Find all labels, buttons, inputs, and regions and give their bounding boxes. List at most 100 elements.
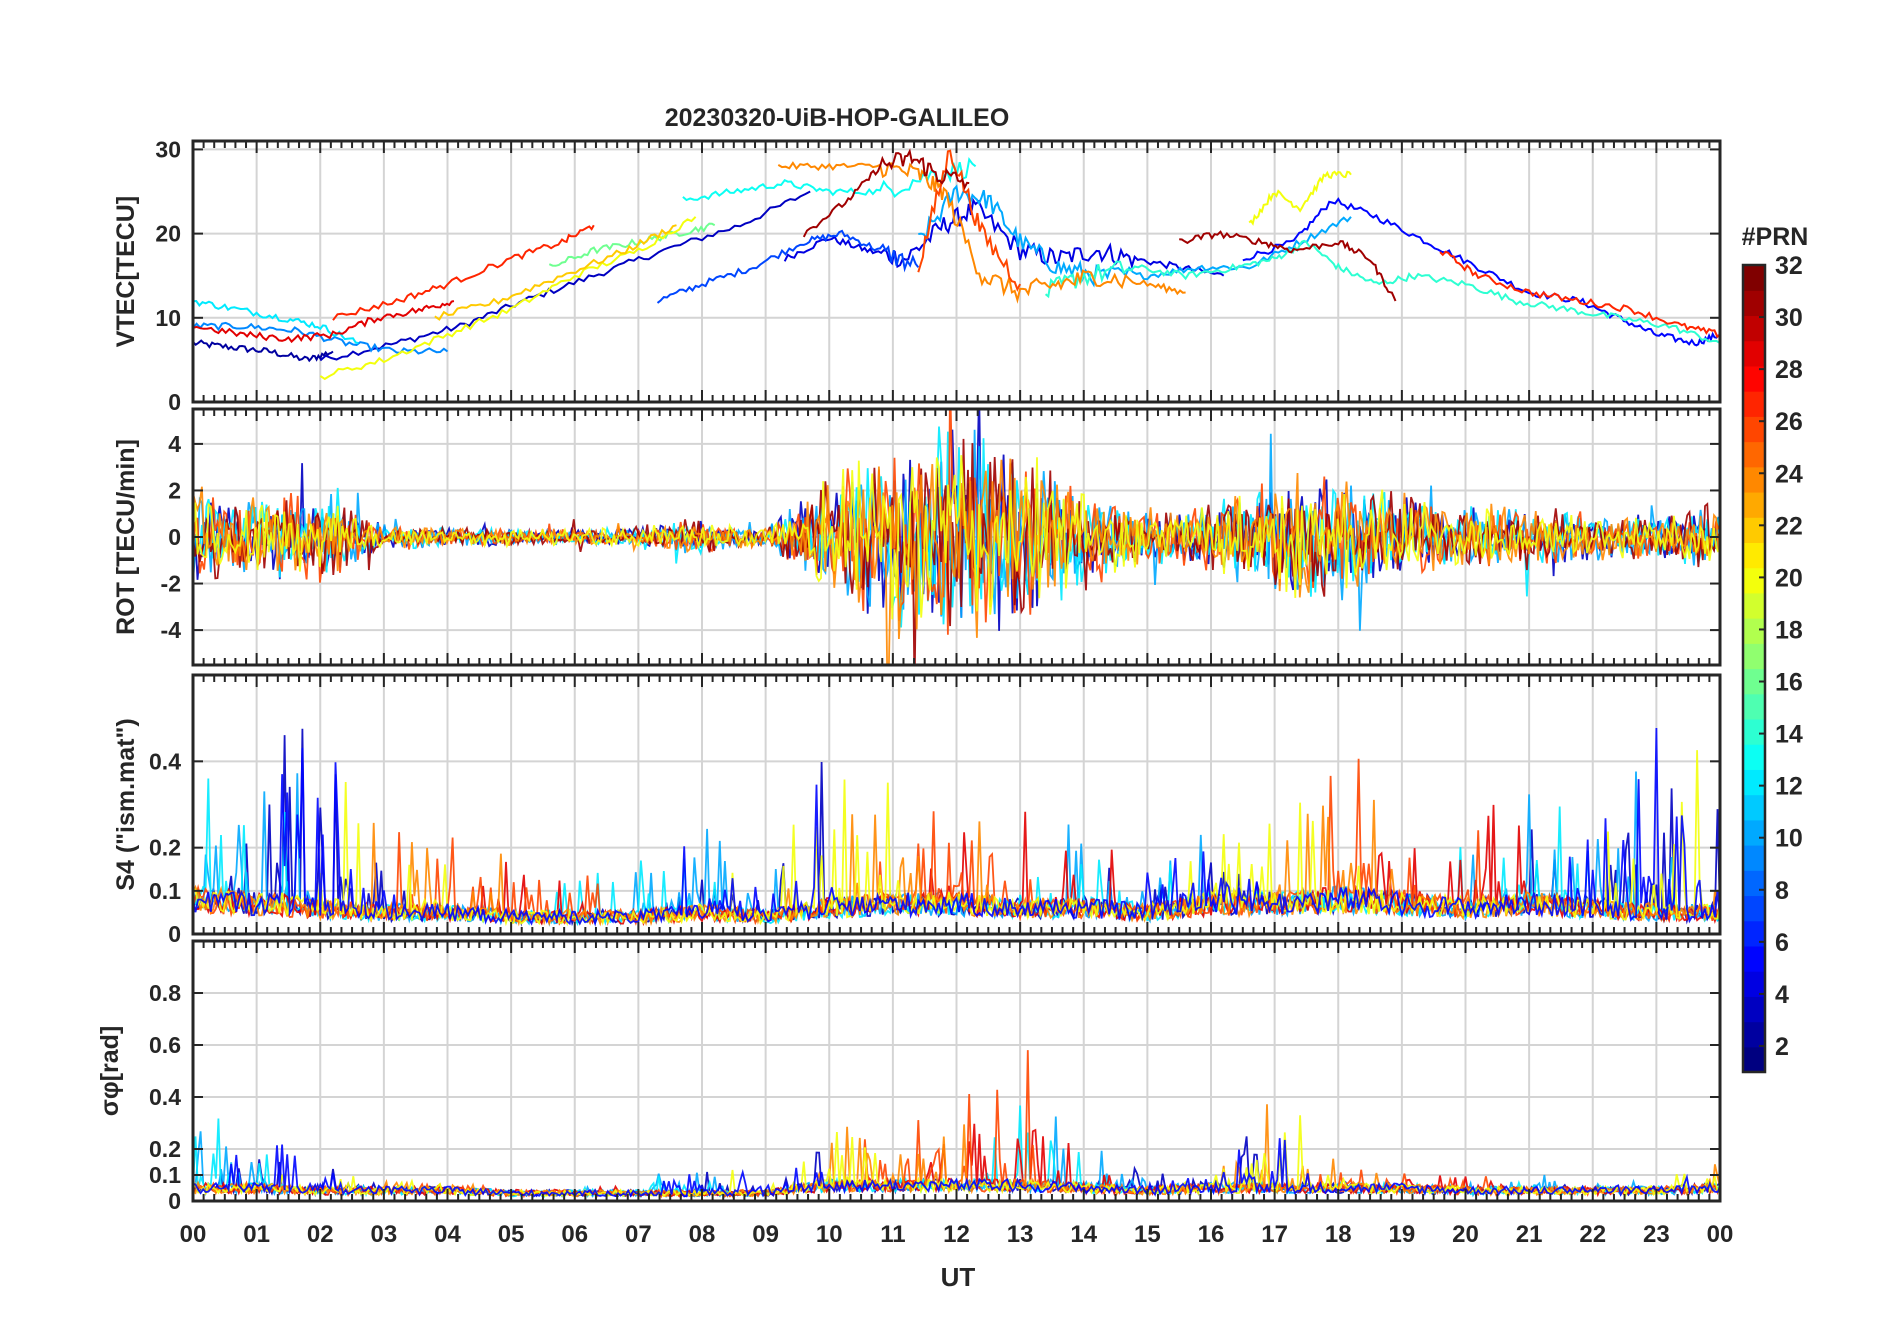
x-tick-label: 07 xyxy=(625,1221,652,1248)
x-tick-label: 10 xyxy=(816,1221,843,1248)
colorbar-tick-label: 14 xyxy=(1775,721,1803,749)
colorbar-band xyxy=(1743,391,1765,417)
colorbar-band xyxy=(1743,870,1765,897)
colorbar-band xyxy=(1743,668,1765,695)
colorbar-tick-label: 18 xyxy=(1775,616,1803,644)
x-tick-label: 08 xyxy=(689,1221,716,1248)
y-tick-label: 4 xyxy=(168,431,181,457)
y-tick-label: 0.2 xyxy=(149,835,181,861)
series-line-prn-13 xyxy=(682,157,977,202)
x-tick-label: 14 xyxy=(1070,1221,1097,1248)
series-line-prn-20 xyxy=(319,216,697,381)
colorbar-band xyxy=(1743,1021,1765,1048)
colorbar-band xyxy=(1743,441,1765,468)
colorbar-band xyxy=(1743,290,1765,317)
x-tick-label: 09 xyxy=(752,1221,779,1248)
colorbar-band xyxy=(1743,1046,1765,1073)
colorbar-tick-label: 8 xyxy=(1775,877,1789,905)
x-tick-label: 02 xyxy=(307,1221,334,1248)
series-line-prn-5 xyxy=(1242,197,1720,347)
panel-4: 00.10.2 0.4 0.6 0.8 σφ[rad] xyxy=(96,939,1722,1214)
colorbar-band xyxy=(1743,794,1765,821)
colorbar-tick-label: 22 xyxy=(1775,512,1803,540)
colorbar-band xyxy=(1743,265,1765,291)
x-tick-label: 06 xyxy=(561,1221,588,1248)
y-tick-label: 0 xyxy=(168,389,181,415)
colorbar-band xyxy=(1743,542,1765,569)
y-tick-label: 30 xyxy=(155,136,181,162)
rot-trace-prn-20 xyxy=(193,455,1720,620)
series-line-prn-12 xyxy=(193,299,359,345)
y-axis-label: S4 ("ism.mat") xyxy=(112,718,140,890)
x-tick-label: 12 xyxy=(943,1221,970,1248)
x-tick-label: 04 xyxy=(434,1221,461,1248)
y-axis-label: σφ[rad] xyxy=(96,1026,124,1117)
y-tick-label: 0 xyxy=(168,524,181,550)
colorbar-band xyxy=(1743,340,1765,367)
colorbar-band xyxy=(1743,920,1765,947)
y-tick-label: -4 xyxy=(161,617,182,643)
colorbar-band xyxy=(1743,744,1765,770)
series-line-prn-20 xyxy=(1248,170,1352,226)
colorbar-band xyxy=(1743,718,1765,745)
series-line-prn-10 xyxy=(918,184,1352,288)
colorbar-band xyxy=(1743,769,1765,796)
x-tick-label: 18 xyxy=(1325,1221,1352,1248)
colorbar-band xyxy=(1743,618,1765,644)
x-tick-label: 00 xyxy=(1707,1221,1734,1248)
colorbar-band xyxy=(1743,971,1765,997)
y-axis-label: ROT [TECU/min] xyxy=(112,439,140,635)
series-line-prn-31 xyxy=(802,148,970,238)
y-tick-label: 0.8 xyxy=(149,980,181,1006)
series-line-prn-27 xyxy=(1439,250,1720,339)
series-line-prn-27 xyxy=(332,224,595,321)
trace-prn-5 xyxy=(193,1138,1720,1198)
colorbar-band xyxy=(1743,845,1765,871)
colorbar-band xyxy=(1743,416,1765,443)
colorbar-tick-label: 20 xyxy=(1775,564,1803,592)
colorbar-tick-label: 2 xyxy=(1775,1033,1789,1061)
series-line-prn-3 xyxy=(319,190,811,362)
colorbar-tick-label: 10 xyxy=(1775,825,1803,853)
x-tick-label: 15 xyxy=(1134,1221,1161,1248)
colorbar-tick-label: 6 xyxy=(1775,929,1789,957)
x-tick-label: 22 xyxy=(1579,1221,1606,1248)
x-tick-label: 05 xyxy=(498,1221,525,1248)
series-line-prn-4 xyxy=(783,197,1225,277)
trace-prn-5 xyxy=(193,727,1720,927)
panel-3: 0 0.1 0.2 0.4 S4 ("ism.mat") xyxy=(112,673,1722,947)
y-tick-label: 0.1 xyxy=(149,1162,181,1188)
series-line-prn-24 xyxy=(777,161,1186,304)
series-line-prn-2 xyxy=(193,339,334,363)
series-line-prn-31 xyxy=(1179,230,1397,302)
y-axis-label: VTEC[TECU] xyxy=(112,196,140,347)
series-line-prn-29 xyxy=(193,300,455,344)
data-layer xyxy=(193,727,1720,927)
panel-2: -4 -2 0 2 4 ROT [TECU/min] xyxy=(112,407,1722,667)
y-tick-label: 0.1 xyxy=(149,878,181,904)
series-line-prn-26 xyxy=(917,149,1021,292)
y-tick-label: 10 xyxy=(155,305,181,331)
y-tick-label: 0.2 xyxy=(149,1136,181,1162)
x-tick-label: 03 xyxy=(371,1221,398,1248)
x-tick-label: 11 xyxy=(880,1221,905,1248)
y-tick-label: 0.4 xyxy=(149,748,181,774)
y-tick-label: 0.4 xyxy=(149,1084,181,1110)
x-tick-label: 17 xyxy=(1261,1221,1288,1248)
colorbar-band xyxy=(1743,365,1765,392)
series-line-prn-22 xyxy=(434,224,677,321)
colorbar-band xyxy=(1743,315,1765,342)
colorbar-band xyxy=(1743,996,1765,1023)
figure-title: 20230320-UiB-HOP-GALILEO xyxy=(665,104,1010,132)
colorbar-tick-label: 26 xyxy=(1775,408,1803,436)
y-tick-label: 2 xyxy=(168,477,181,503)
x-tick-label: 23 xyxy=(1643,1221,1670,1248)
x-tick-label: 13 xyxy=(1007,1221,1034,1248)
colorbar-tick-label: 30 xyxy=(1775,304,1803,332)
colorbar-band xyxy=(1743,819,1765,846)
x-tick-label: 01 xyxy=(243,1221,270,1248)
colorbar-band xyxy=(1743,895,1765,922)
x-tick-label: 20 xyxy=(1452,1221,1479,1248)
